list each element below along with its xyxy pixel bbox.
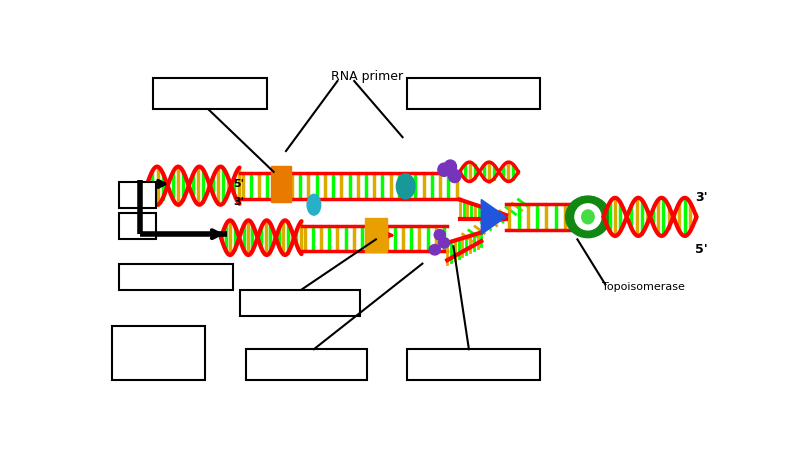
Ellipse shape [575, 204, 601, 230]
Bar [239, 290, 361, 315]
Bar [407, 348, 540, 380]
Ellipse shape [566, 196, 610, 238]
Text: 5': 5' [695, 243, 708, 256]
Bar [118, 182, 156, 208]
Text: 3': 3' [695, 191, 708, 204]
Ellipse shape [434, 230, 446, 240]
Bar [118, 213, 156, 239]
Text: 5': 5' [234, 180, 244, 189]
Bar [118, 264, 234, 290]
Ellipse shape [438, 163, 450, 176]
Ellipse shape [307, 194, 321, 215]
Bar [112, 326, 206, 380]
Ellipse shape [430, 245, 440, 255]
Bar [153, 78, 267, 109]
Ellipse shape [444, 160, 457, 173]
Bar [407, 78, 540, 109]
Bar [366, 217, 387, 252]
Bar [246, 348, 366, 380]
Text: Topoisomerase: Topoisomerase [602, 282, 685, 292]
Bar [270, 166, 291, 203]
Ellipse shape [438, 238, 450, 248]
Ellipse shape [396, 174, 415, 199]
Ellipse shape [582, 210, 594, 224]
Text: 3': 3' [234, 197, 244, 207]
Ellipse shape [449, 169, 461, 183]
Polygon shape [482, 199, 506, 234]
Text: RNA primer: RNA primer [331, 70, 403, 83]
